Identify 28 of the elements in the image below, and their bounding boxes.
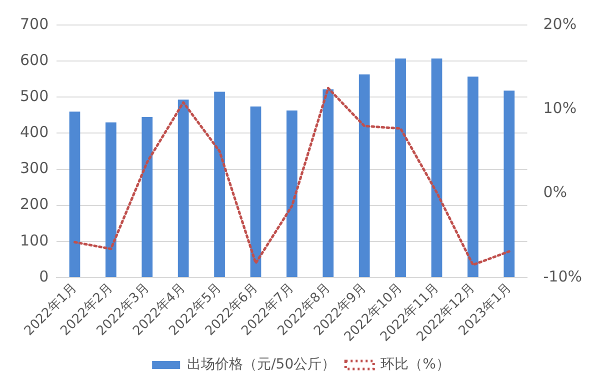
bar — [468, 76, 478, 277]
bar — [395, 58, 406, 277]
y2-tick-label: 0% — [543, 183, 568, 202]
bar — [286, 110, 298, 277]
bar — [106, 122, 116, 277]
y-tick-label: 100 — [20, 231, 49, 250]
y-tick-label: 300 — [20, 159, 49, 178]
line-series — [73, 86, 510, 266]
legend-label: 出场价格（元/50公斤） — [187, 356, 336, 373]
bar — [358, 74, 370, 277]
y-tick-label: 200 — [20, 195, 49, 214]
y-tick-label: 700 — [20, 14, 49, 33]
legend-label: 环比（%） — [380, 356, 450, 373]
bar — [431, 58, 442, 277]
bar — [322, 89, 334, 277]
y-tick-label: 600 — [20, 50, 49, 69]
y-tick-label: 400 — [20, 123, 49, 142]
y2-tick-label: 20% — [543, 14, 577, 33]
bar — [69, 112, 80, 277]
bar — [250, 106, 262, 277]
bar — [214, 92, 225, 277]
y-tick-label: 0 — [39, 267, 49, 286]
y2-tick-label: 10% — [543, 99, 577, 118]
y2-tick-label: -10% — [543, 267, 582, 286]
bar — [178, 100, 189, 277]
bar — [142, 116, 153, 277]
y-tick-label: 500 — [20, 87, 49, 106]
bar — [504, 90, 515, 277]
